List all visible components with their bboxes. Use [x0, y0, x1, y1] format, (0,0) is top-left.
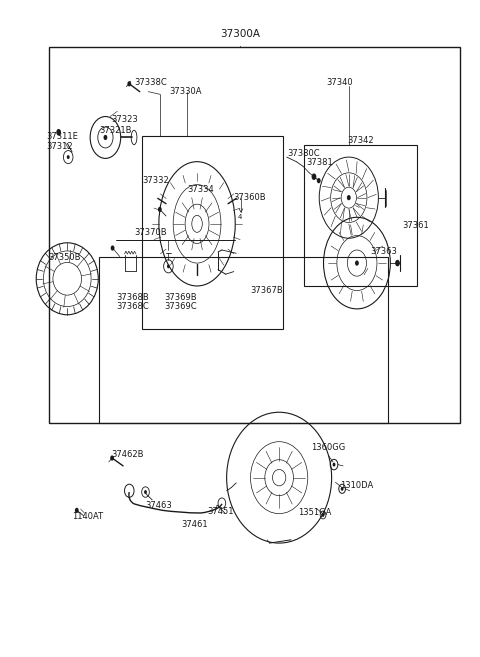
Circle shape	[75, 508, 79, 513]
Text: 37369B: 37369B	[165, 292, 197, 302]
Text: 37360B: 37360B	[233, 193, 266, 202]
Text: 37334: 37334	[188, 185, 214, 194]
Text: 1360GG: 1360GG	[312, 443, 346, 452]
Text: 37367B: 37367B	[251, 286, 283, 295]
Text: 37311E: 37311E	[46, 132, 78, 141]
Text: 37321B: 37321B	[99, 125, 132, 135]
Circle shape	[144, 490, 147, 494]
Bar	[304, 145, 417, 286]
Text: 1351GA: 1351GA	[298, 509, 332, 518]
Circle shape	[167, 264, 170, 268]
Circle shape	[56, 129, 61, 135]
Bar	[49, 47, 459, 423]
Text: 37368C: 37368C	[116, 302, 149, 311]
Text: 1310DA: 1310DA	[340, 481, 373, 490]
Circle shape	[355, 260, 359, 265]
Text: 37332: 37332	[143, 176, 169, 185]
Text: 37338C: 37338C	[134, 78, 167, 87]
Circle shape	[347, 195, 351, 200]
Circle shape	[322, 513, 324, 517]
Text: 37451: 37451	[207, 507, 234, 516]
Text: 37361: 37361	[402, 221, 429, 230]
Text: 37342: 37342	[348, 135, 374, 145]
Text: 4: 4	[238, 214, 242, 220]
Circle shape	[67, 155, 70, 159]
Circle shape	[395, 260, 400, 266]
Text: 37340: 37340	[326, 78, 352, 87]
Bar	[142, 135, 283, 328]
Circle shape	[127, 81, 131, 87]
Text: 37369C: 37369C	[165, 302, 197, 311]
Text: 37300A: 37300A	[220, 29, 260, 39]
Text: 37381: 37381	[306, 158, 333, 168]
Text: 37312: 37312	[46, 142, 73, 151]
Circle shape	[104, 135, 108, 140]
Text: 37323: 37323	[111, 115, 138, 124]
Text: 1140AT: 1140AT	[72, 512, 103, 522]
Text: 37363: 37363	[370, 247, 396, 256]
Text: 37462B: 37462B	[111, 449, 144, 459]
Text: 37368B: 37368B	[116, 292, 149, 302]
Text: 37350B: 37350B	[48, 254, 81, 262]
Circle shape	[312, 173, 316, 180]
Text: 37463: 37463	[145, 501, 172, 510]
Circle shape	[333, 463, 336, 466]
Circle shape	[158, 207, 162, 212]
Text: 37380C: 37380C	[288, 148, 320, 158]
Text: 37370B: 37370B	[134, 228, 167, 237]
Circle shape	[317, 178, 321, 183]
Text: 37461: 37461	[182, 520, 208, 530]
Circle shape	[341, 487, 344, 491]
Circle shape	[111, 246, 115, 251]
Text: 37330A: 37330A	[169, 87, 202, 96]
Bar	[99, 256, 388, 423]
Circle shape	[110, 455, 114, 461]
